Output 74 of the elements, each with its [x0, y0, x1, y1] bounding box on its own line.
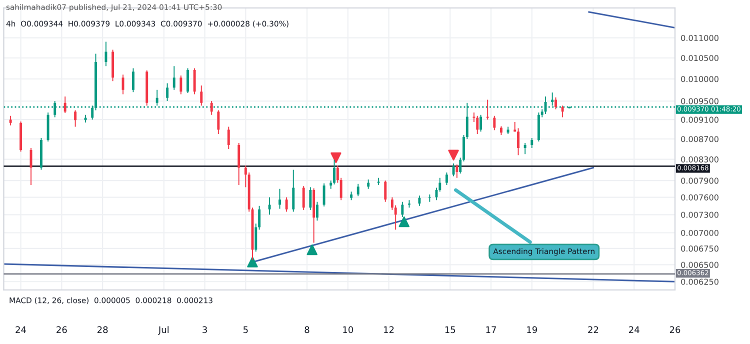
- candlestick: [309, 186, 312, 210]
- candlestick: [104, 41, 108, 67]
- candlestick: [476, 115, 479, 135]
- x-tick-label: 15: [445, 326, 456, 334]
- candlestick: [493, 115, 496, 131]
- x-tick-label: 26: [670, 326, 680, 334]
- candlestick: [180, 75, 182, 95]
- candlestick: [445, 172, 448, 186]
- y-tick-label: 0.008700: [681, 136, 718, 142]
- candlestick: [554, 96, 557, 110]
- candlestick: [356, 183, 360, 197]
- candlestick: [278, 188, 281, 210]
- candlestick: [156, 89, 158, 106]
- x-tick-label: 24: [629, 326, 640, 333]
- candlestick: [9, 115, 12, 126]
- y-tick-label: 0.007300: [681, 212, 718, 218]
- point: [247, 256, 258, 268]
- candlestick: [193, 68, 196, 95]
- x-tick-label: 12: [384, 326, 394, 333]
- candlestick: [530, 138, 534, 148]
- candlestick: [322, 182, 326, 207]
- x-tick-label: 10: [343, 326, 354, 334]
- x-tick-label: 5: [243, 326, 248, 334]
- y-tick-label: 0.007900: [681, 178, 718, 184]
- candlestick: [210, 100, 213, 116]
- candlestick: [561, 105, 564, 118]
- candlestick: [217, 110, 220, 135]
- candlestick: [172, 66, 176, 90]
- y-tick-label: 0.007000: [681, 230, 718, 236]
- candlestick: [227, 126, 230, 150]
- point: [398, 216, 410, 228]
- y-tick-label: 0.009100: [681, 116, 718, 123]
- candlestick: [408, 200, 410, 208]
- x-tick-label: 24: [16, 326, 26, 333]
- y-tick-label: 0.006500: [681, 262, 718, 268]
- y-tick-label: 0.007600: [681, 194, 718, 200]
- x-tick-label: Jul: [158, 326, 168, 335]
- x-tick-label: 3: [202, 326, 207, 334]
- candlestick: [524, 142, 526, 155]
- candlestick: [132, 68, 134, 93]
- y-tick-label: 0.010500: [681, 54, 718, 62]
- candlestick: [456, 164, 458, 178]
- candlestick: [517, 128, 520, 156]
- candlestick: [200, 84, 203, 106]
- candlestick: [166, 82, 169, 102]
- candlestick: [186, 68, 189, 94]
- y-tick-label: 0.006750: [681, 246, 718, 252]
- candlestick: [316, 201, 318, 222]
- x-tick-label: 22: [588, 326, 598, 333]
- candlestick: [238, 142, 240, 186]
- point: [330, 152, 342, 164]
- candlestick: [285, 196, 288, 212]
- candlestick: [64, 96, 66, 114]
- x-tick-label: 19: [527, 326, 537, 334]
- point: [306, 244, 318, 256]
- candlestick: [268, 196, 271, 216]
- x-tick-label: 17: [486, 326, 496, 333]
- y-tick-label: 0.008300: [681, 156, 718, 162]
- candlestick: [333, 159, 336, 185]
- candlestick: [74, 110, 77, 128]
- candlestick: [418, 195, 421, 206]
- y-tick-label: 0.009500: [681, 98, 718, 104]
- y-tick-label: 0.010000: [681, 76, 718, 82]
- y-tick-label: 0.011000: [681, 34, 718, 41]
- candlestick: [292, 169, 295, 212]
- x-tick-label: 28: [97, 326, 108, 334]
- candlestick: [367, 179, 370, 190]
- point: [448, 150, 459, 161]
- candlestick: [384, 180, 387, 202]
- candlestick: [480, 114, 482, 132]
- x-tick-label: 26: [56, 326, 67, 334]
- x-tick-label: 8: [304, 326, 310, 334]
- candlestick: [302, 186, 305, 210]
- y-tick-label: 0.006250: [681, 278, 718, 285]
